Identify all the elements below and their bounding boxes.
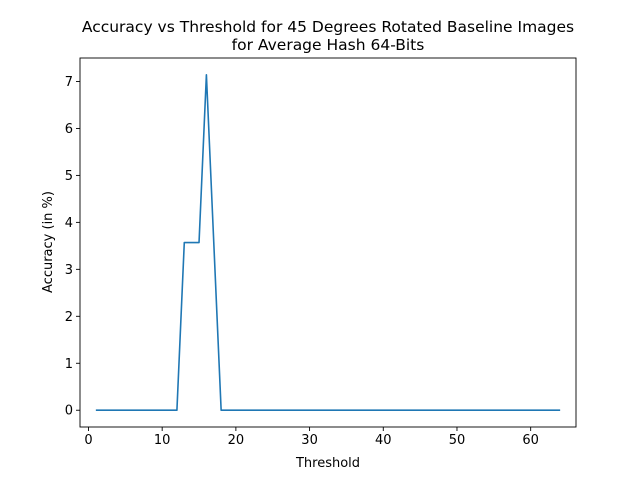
y-tick-label: 4: [65, 216, 73, 231]
y-tick-label: 3: [65, 263, 73, 278]
plot-area: [79, 57, 577, 428]
axes-frame: [79, 57, 577, 428]
y-axis-label: Accuracy (in %): [41, 191, 56, 293]
x-tick-label: 10: [154, 433, 171, 448]
x-axis: 0 10 20 30 40 50 60: [84, 427, 539, 448]
y-tick-label: 2: [65, 310, 73, 325]
y-axis: 0 1 2 3 4 5 6 7: [65, 75, 80, 419]
x-axis-label: Threshold: [295, 456, 360, 471]
y-tick-label: 1: [65, 357, 73, 372]
x-tick-label: 0: [84, 433, 92, 448]
x-tick-label: 20: [228, 433, 245, 448]
y-tick-label: 6: [65, 122, 73, 137]
y-tick-label: 5: [65, 169, 73, 184]
y-tick-label: 7: [65, 75, 73, 90]
x-tick-label: 50: [449, 433, 466, 448]
y-tick-label: 0: [65, 404, 73, 419]
chart-title: Accuracy vs Threshold for 45 Degrees Rot…: [82, 18, 574, 36]
series-line-0: [95, 73, 561, 412]
x-tick-label: 60: [522, 433, 539, 448]
chart-subtitle: for Average Hash 64-Bits: [232, 36, 425, 54]
x-tick-label: 40: [375, 433, 392, 448]
x-tick-label: 30: [301, 433, 318, 448]
